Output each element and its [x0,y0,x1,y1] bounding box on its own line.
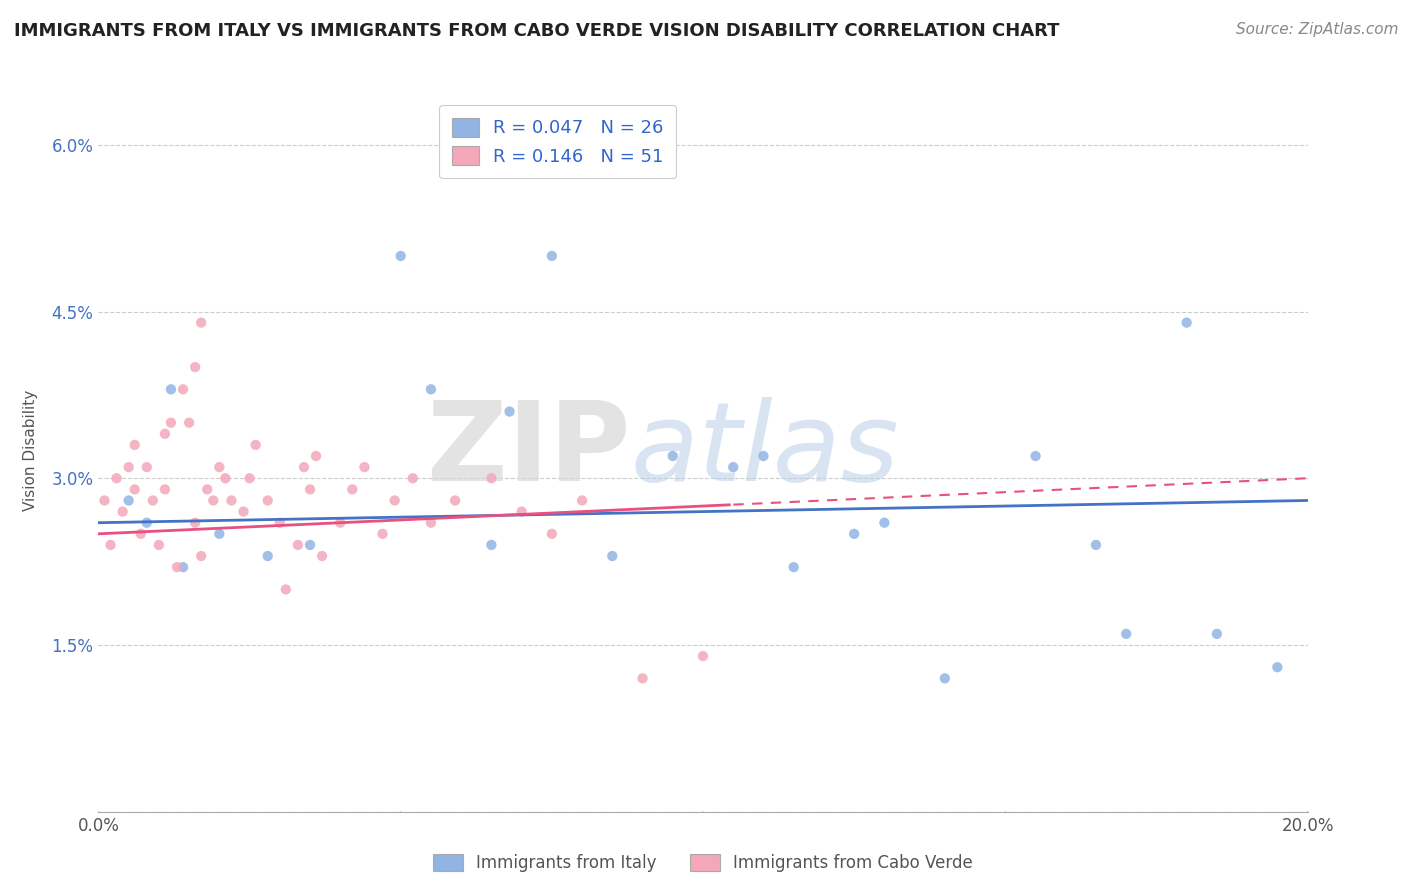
Point [172,560,194,574]
Point [329,516,352,530]
Point [934,671,956,685]
Point [100,538,122,552]
Point [1175,316,1198,330]
Point [481,538,503,552]
Point [571,493,593,508]
Point [202,493,225,508]
Point [160,382,183,396]
Point [153,426,176,441]
Point [692,649,714,664]
Point [160,416,183,430]
Point [723,460,745,475]
Point [1115,627,1137,641]
Point [190,549,212,563]
Point [111,505,134,519]
Point [245,438,267,452]
Point [208,460,231,475]
Point [540,249,562,263]
Legend: R = 0.047   N = 26, R = 0.146   N = 51: R = 0.047 N = 26, R = 0.146 N = 51 [439,105,676,178]
Point [342,483,364,497]
Point [208,526,231,541]
Point [256,549,278,563]
Text: IMMIGRANTS FROM ITALY VS IMMIGRANTS FROM CABO VERDE VISION DISABILITY CORRELATIO: IMMIGRANTS FROM ITALY VS IMMIGRANTS FROM… [14,22,1060,40]
Point [142,493,165,508]
Point [269,516,291,530]
Point [844,526,866,541]
Point [631,671,654,685]
Point [256,493,278,508]
Point [299,483,322,497]
Point [783,560,806,574]
Point [752,449,775,463]
Point [214,471,236,485]
Point [420,516,443,530]
Point [311,549,333,563]
Point [118,460,141,475]
Point [353,460,375,475]
Point [190,316,212,330]
Point [153,483,176,497]
Point [195,483,218,497]
Text: Source: ZipAtlas.com: Source: ZipAtlas.com [1236,22,1399,37]
Point [602,549,624,563]
Point [274,582,297,597]
Point [1267,660,1289,674]
Point [93,493,115,508]
Point [105,471,128,485]
Point [232,505,254,519]
Point [124,483,146,497]
Point [389,249,412,263]
Point [510,505,533,519]
Point [179,416,201,430]
Y-axis label: Vision Disability: Vision Disability [22,390,38,511]
Point [873,516,896,530]
Text: ZIP: ZIP [427,397,630,504]
Point [172,382,194,396]
Point [292,460,315,475]
Point [481,471,503,485]
Point [1085,538,1108,552]
Point [1024,449,1046,463]
Point [305,449,328,463]
Point [371,526,394,541]
Point [420,382,443,396]
Text: atlas: atlas [630,397,898,504]
Point [384,493,406,508]
Point [239,471,262,485]
Point [135,516,157,530]
Legend: Immigrants from Italy, Immigrants from Cabo Verde: Immigrants from Italy, Immigrants from C… [433,854,973,872]
Point [221,493,243,508]
Point [287,538,309,552]
Point [166,560,188,574]
Point [135,460,157,475]
Point [148,538,170,552]
Point [124,438,146,452]
Point [118,493,141,508]
Point [402,471,425,485]
Point [444,493,467,508]
Point [184,516,207,530]
Point [184,360,207,375]
Point [661,449,683,463]
Point [498,404,520,418]
Point [299,538,322,552]
Point [129,526,152,541]
Point [1206,627,1229,641]
Point [540,526,562,541]
